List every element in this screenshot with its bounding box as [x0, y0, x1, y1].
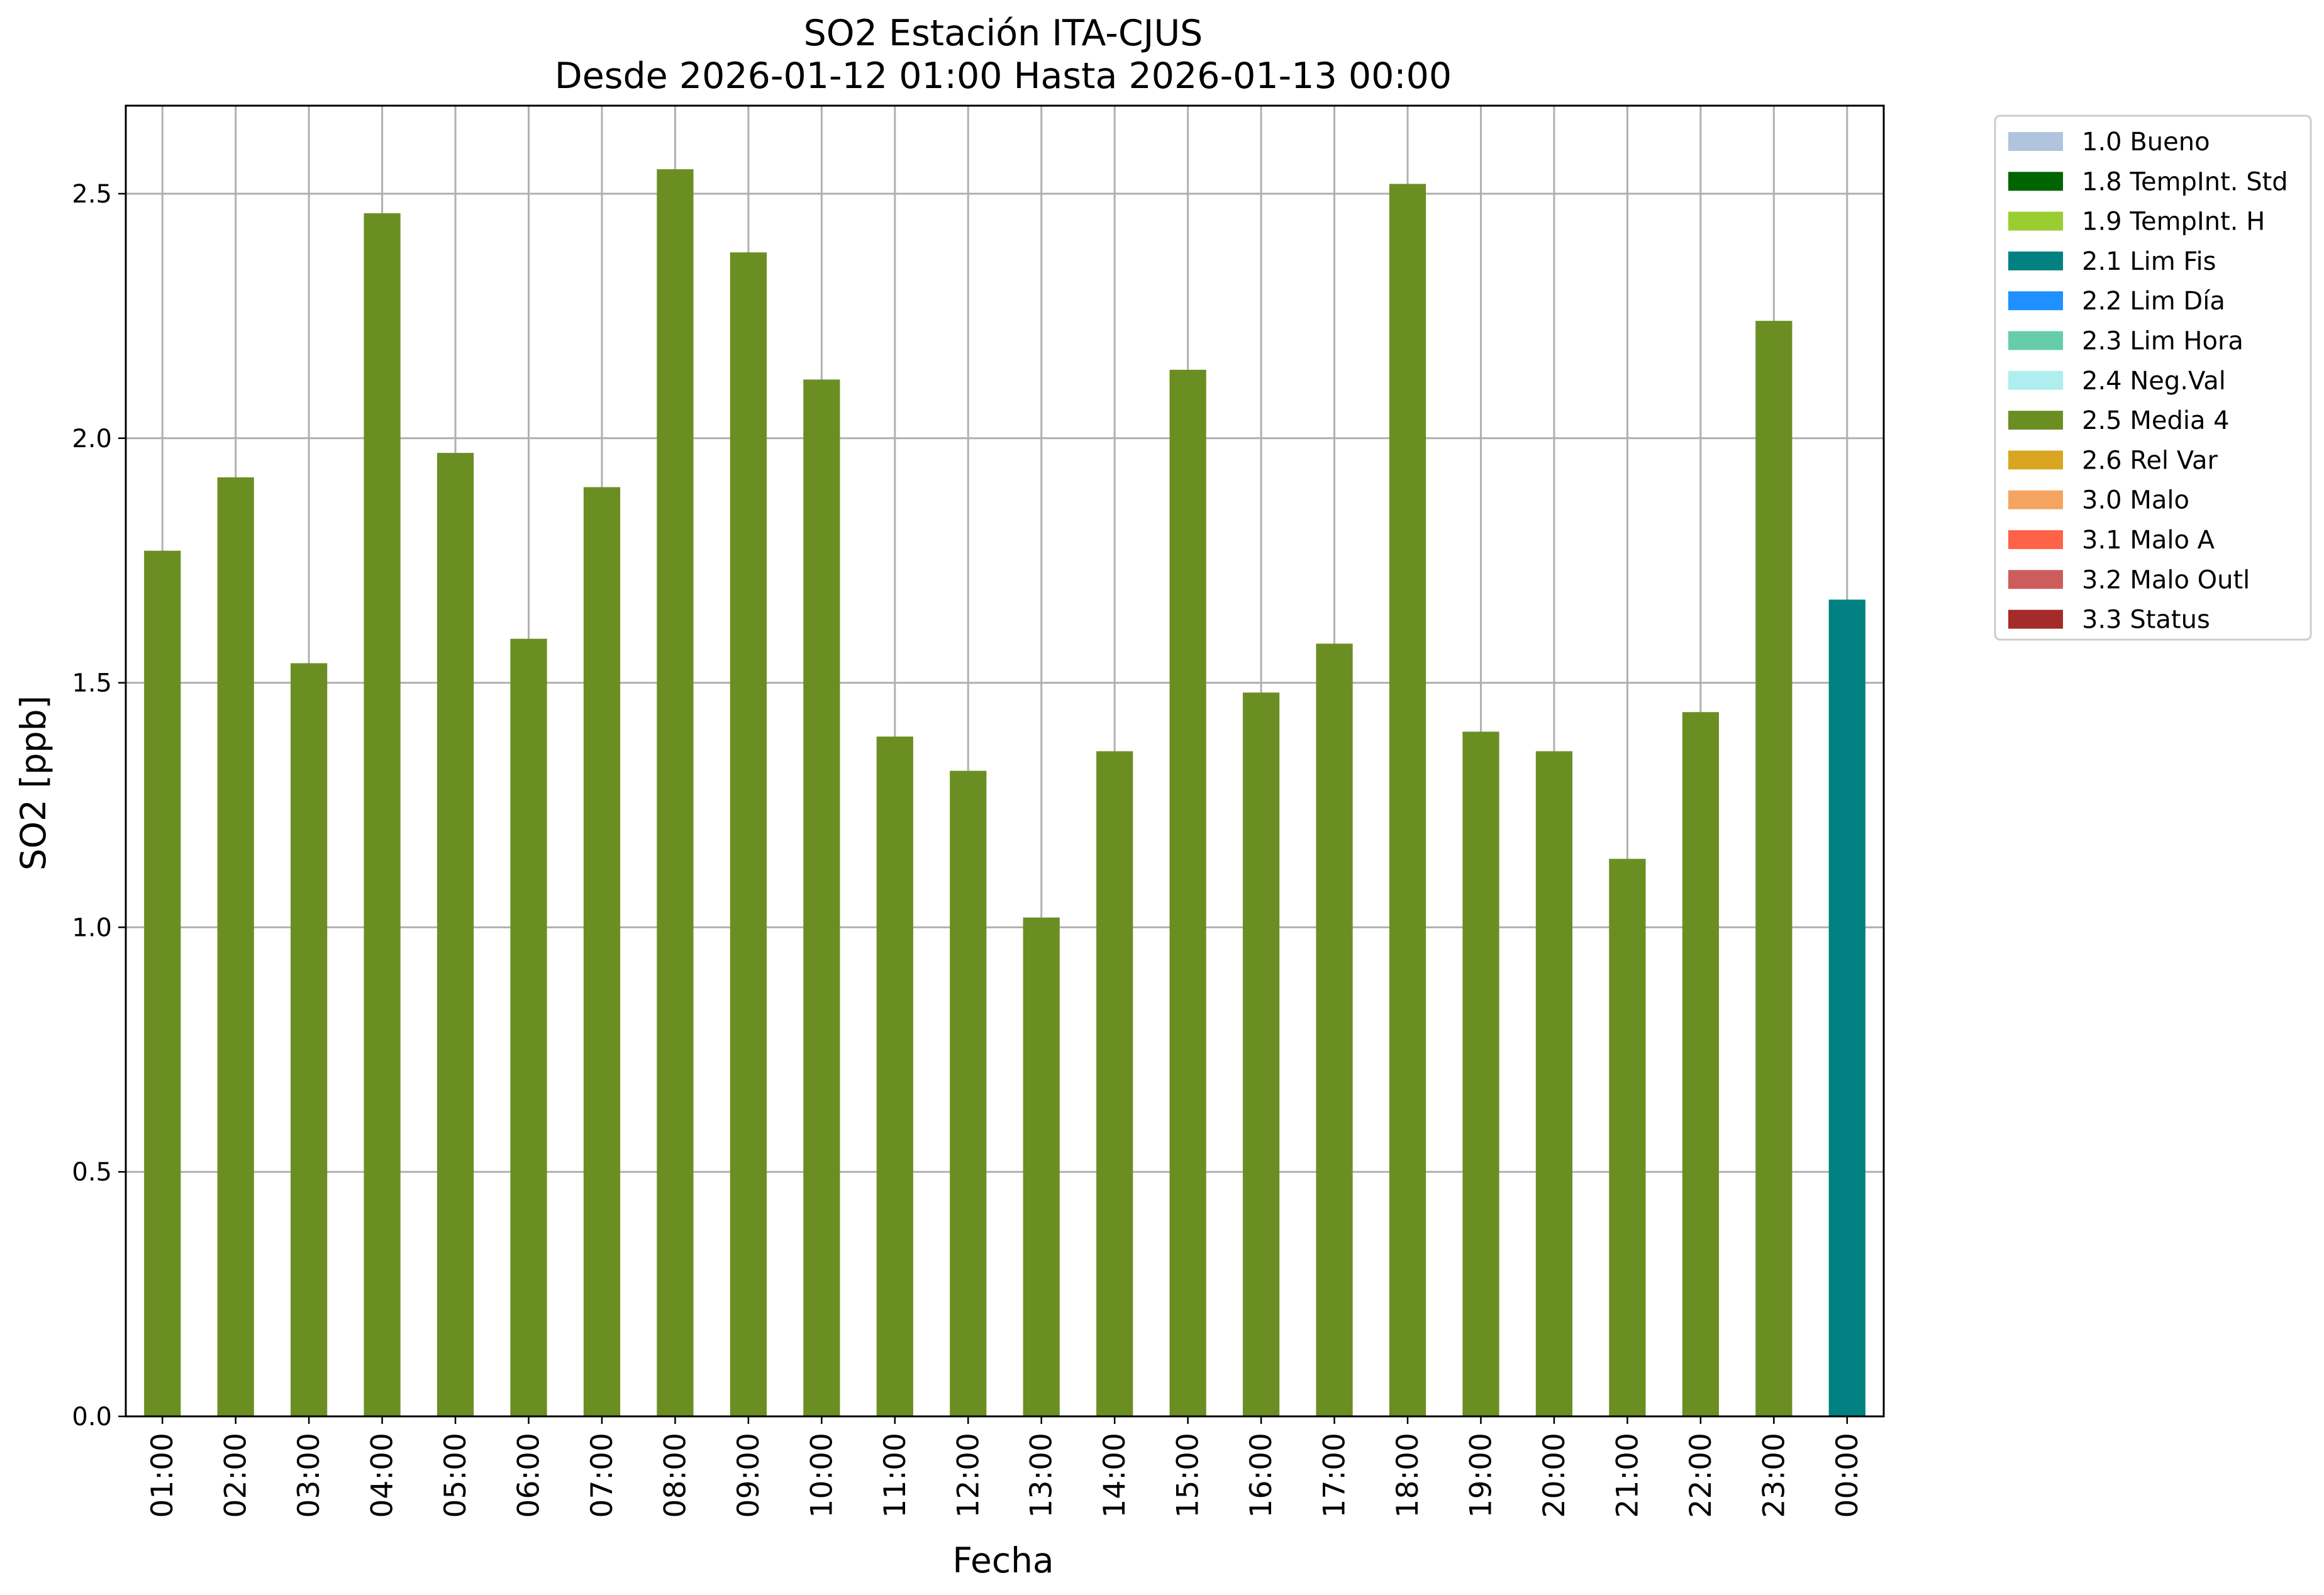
bar-1500: [1169, 369, 1206, 1417]
x-tick-label: 09:00: [731, 1433, 766, 1518]
x-tick-label: 10:00: [804, 1433, 839, 1518]
y-tick-label: 1.5: [72, 669, 112, 698]
bar-0600: [510, 638, 547, 1417]
x-tick-label: 02:00: [219, 1433, 253, 1518]
plot-frame: [125, 104, 1885, 1418]
x-tick-label: 15:00: [1171, 1433, 1206, 1518]
bar-1200: [950, 770, 987, 1416]
y-axis-ticks: 0.0 0.5 1.0 1.5 2.0 2.5: [72, 180, 126, 1431]
legend-swatch: [2008, 530, 2063, 549]
bar-1700: [1316, 643, 1353, 1417]
legend-swatch: [2008, 490, 2063, 509]
bar-0000: [1828, 599, 1865, 1416]
bar-0800: [657, 169, 694, 1416]
bar-0200: [217, 477, 254, 1416]
bar-0900: [730, 252, 767, 1416]
bar-1100: [876, 736, 913, 1416]
legend-swatch: [2008, 291, 2063, 311]
legend-frame: [1994, 114, 2312, 641]
chart-title-line-2: Desde 2026-01-12 01:00 Hasta 2026-01-13 …: [555, 55, 1452, 97]
y-tick-label: 0.5: [72, 1158, 112, 1187]
bar-0300: [291, 663, 328, 1416]
legend-label: 2.5 Media 4: [2082, 406, 2230, 435]
bar-0500: [436, 453, 474, 1416]
bar-2200: [1682, 712, 1719, 1416]
bar-1900: [1462, 731, 1499, 1416]
legend-label: 2.4 Neg.Val: [2082, 367, 2226, 396]
legend-label: 2.3 Lim Hora: [2082, 327, 2243, 356]
legend: 1.0 Bueno 1.8 TempInt. Std 1.9 TempInt. H 2…: [1994, 114, 2312, 641]
legend-swatch: [2008, 132, 2063, 151]
bar-2300: [1755, 321, 1793, 1416]
x-tick-label: 16:00: [1244, 1433, 1279, 1518]
legend-label: 3.0 Malo: [2082, 486, 2189, 515]
bar-1600: [1242, 692, 1280, 1416]
legend-label: 1.0 Bueno: [2082, 128, 2210, 157]
x-tick-label: 14:00: [1098, 1433, 1132, 1518]
x-tick-label: 23:00: [1757, 1433, 1791, 1518]
legend-label: 1.8 TempInt. Std: [2082, 167, 2288, 196]
y-tick-label: 2.0: [72, 425, 112, 453]
bar-1800: [1389, 184, 1426, 1416]
bar-0400: [364, 213, 401, 1417]
x-tick-label: 12:00: [951, 1433, 986, 1518]
legend-swatch: [2008, 570, 2063, 589]
x-tick-label: 13:00: [1025, 1433, 1059, 1518]
x-tick-label: 08:00: [658, 1433, 692, 1518]
legend-swatch: [2008, 211, 2063, 231]
x-tick-label: 19:00: [1464, 1433, 1498, 1518]
x-tick-label: 06:00: [512, 1433, 547, 1518]
x-tick-label: 03:00: [292, 1433, 326, 1518]
bar-0100: [144, 550, 181, 1416]
bar-1300: [1023, 917, 1060, 1416]
x-tick-label: 17:00: [1318, 1433, 1352, 1518]
legend-swatch: [2008, 331, 2063, 350]
y-tick-label: 2.5: [72, 180, 112, 209]
legend-swatch: [2008, 411, 2063, 430]
legend-swatch: [2008, 609, 2063, 629]
x-axis-label: Fecha: [952, 1540, 1054, 1581]
x-tick-label: 21:00: [1610, 1433, 1645, 1518]
y-axis-label: SO2 [ppb]: [13, 696, 53, 870]
x-tick-label: 05:00: [438, 1433, 473, 1518]
legend-label: 1.9 TempInt. H: [2082, 208, 2265, 236]
x-tick-label: 18:00: [1391, 1433, 1425, 1518]
bar-2100: [1609, 859, 1646, 1416]
legend-label: 2.6 Rel Var: [2082, 446, 2218, 475]
x-tick-label: 01:00: [145, 1433, 180, 1518]
legend-label: 3.2 Malo Outl: [2082, 565, 2250, 594]
legend-label: 2.2 Lim Día: [2082, 287, 2225, 316]
x-tick-label: 20:00: [1537, 1433, 1572, 1518]
legend-swatch: [2008, 450, 2063, 470]
legend-swatch: [2008, 370, 2063, 390]
bar-1400: [1096, 751, 1133, 1416]
x-tick-label: 11:00: [878, 1433, 913, 1518]
x-tick-label: 07:00: [585, 1433, 620, 1518]
legend-label: 2.1 Lim Fis: [2082, 247, 2216, 276]
bar-0700: [583, 487, 621, 1416]
bars: [144, 169, 1865, 1417]
chart-title-line-1: SO2 Estación ITA-CJUS: [804, 13, 1203, 54]
y-tick-label: 1.0: [72, 913, 112, 942]
legend-swatch: [2008, 251, 2063, 270]
bar-1000: [803, 379, 840, 1417]
x-axis-ticks: 01:00 02:00 03:00 04:00 05:00 06:00 07:00 08:00…: [145, 1416, 1865, 1518]
x-tick-label: 04:00: [365, 1433, 400, 1518]
legend-swatch: [2008, 172, 2063, 191]
legend-label: 3.3 Status: [2082, 606, 2210, 635]
bar-2000: [1535, 751, 1573, 1416]
y-tick-label: 0.0: [72, 1403, 112, 1431]
x-tick-label: 00:00: [1830, 1433, 1865, 1518]
x-tick-label: 22:00: [1684, 1433, 1718, 1518]
legend-label: 3.1 Malo A: [2082, 526, 2215, 555]
